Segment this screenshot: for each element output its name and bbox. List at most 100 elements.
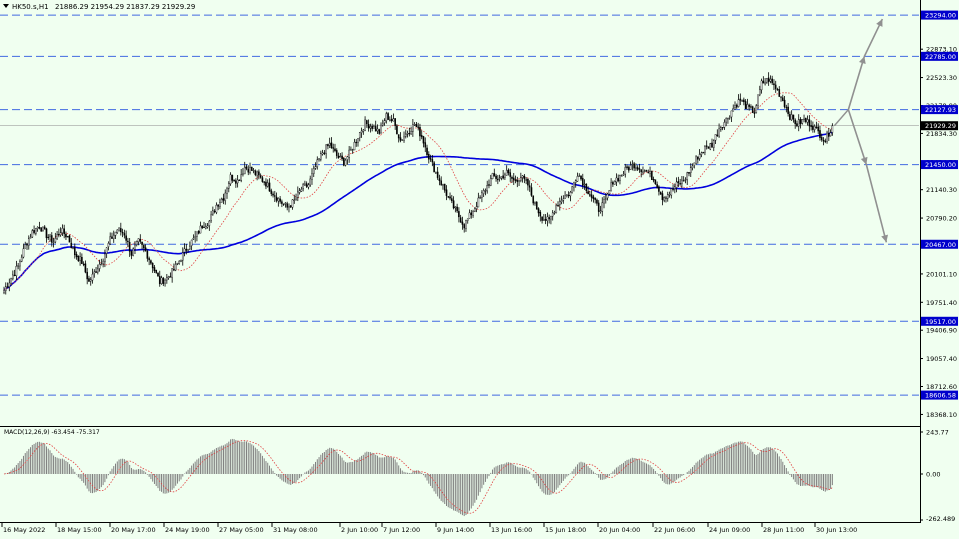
candle-body bbox=[704, 146, 706, 153]
candle-body bbox=[4, 286, 7, 291]
candle-body bbox=[718, 128, 720, 137]
time-tick-label: 20 Jun 04:00 bbox=[599, 526, 640, 534]
candle-body bbox=[504, 174, 506, 178]
candle-body bbox=[245, 166, 248, 169]
candle-body bbox=[397, 134, 400, 139]
candle-body bbox=[204, 226, 207, 229]
candle-body bbox=[54, 238, 57, 243]
level-price-badge bbox=[921, 10, 958, 20]
candle-body bbox=[612, 182, 614, 185]
candle-body bbox=[300, 188, 303, 192]
candle-body bbox=[65, 233, 67, 238]
candle-body bbox=[806, 119, 809, 123]
candle-body bbox=[394, 118, 396, 126]
candle-body bbox=[307, 184, 310, 188]
candle-body bbox=[640, 169, 642, 173]
level-price-badge bbox=[921, 390, 958, 400]
candle-body bbox=[617, 178, 619, 182]
candle-body bbox=[799, 119, 802, 125]
time-tick-label: 28 Jun 11:00 bbox=[763, 526, 804, 534]
time-axis-ticks: 16 May 2022 18 May 15:00 20 May 17:00 24 Ma… bbox=[1, 523, 857, 534]
candle-body bbox=[743, 99, 745, 103]
candle-body bbox=[231, 175, 234, 181]
candle-body bbox=[334, 148, 336, 151]
candle-body bbox=[86, 271, 88, 280]
candle-body bbox=[284, 202, 287, 205]
candle-body bbox=[440, 180, 442, 186]
candle-body bbox=[33, 230, 35, 233]
candle-body bbox=[358, 132, 361, 138]
candle-body bbox=[181, 252, 184, 261]
candle-body bbox=[320, 153, 322, 160]
candle-body bbox=[712, 140, 715, 148]
candle-body bbox=[631, 163, 634, 166]
candle-body bbox=[178, 260, 181, 264]
macd-tick-label: 0.00 bbox=[926, 471, 940, 479]
candle-body bbox=[272, 193, 274, 196]
level-labels: 23294.00 22785.00 22127.93 21450.00 20467.00… bbox=[921, 10, 958, 400]
level-price-badge bbox=[921, 316, 958, 326]
candle-body bbox=[550, 216, 552, 220]
candle-body bbox=[500, 176, 503, 179]
chart-menu-triangle-icon[interactable] bbox=[3, 4, 9, 8]
level-price-label: 20467.00 bbox=[925, 241, 956, 249]
candle-body bbox=[643, 170, 646, 172]
candle-body bbox=[606, 193, 609, 199]
candle-body bbox=[642, 171, 644, 173]
candle-body bbox=[380, 124, 382, 134]
candle-body bbox=[601, 202, 604, 212]
candle-body bbox=[254, 170, 257, 175]
candle-body bbox=[785, 106, 788, 109]
candle-body bbox=[100, 263, 103, 265]
candle-body bbox=[50, 235, 53, 243]
time-tick-label: 24 May 19:00 bbox=[165, 526, 210, 534]
candle-body bbox=[658, 186, 660, 192]
candle-body bbox=[93, 271, 96, 274]
time-tick-label: 13 Jun 16:00 bbox=[491, 526, 532, 534]
candle-body bbox=[615, 177, 618, 183]
candle-body bbox=[758, 89, 761, 96]
candle-body bbox=[297, 191, 299, 198]
candle-body bbox=[213, 210, 216, 213]
candle-body bbox=[803, 118, 805, 121]
candle-body bbox=[24, 244, 27, 249]
candle-body bbox=[486, 185, 489, 192]
price-tick-label: 19406.90 bbox=[926, 327, 957, 335]
candle-body bbox=[767, 77, 770, 83]
candle-body bbox=[116, 229, 119, 233]
projection-arrows[interactable] bbox=[833, 18, 889, 243]
candle-body bbox=[275, 196, 278, 201]
candle-body bbox=[38, 227, 41, 229]
candle-body bbox=[463, 224, 466, 229]
candle-body bbox=[374, 126, 377, 132]
candle-body bbox=[518, 180, 520, 182]
candle-body bbox=[270, 190, 273, 194]
candle-body bbox=[190, 239, 193, 246]
candle-body bbox=[335, 150, 338, 156]
candle-body bbox=[474, 208, 476, 212]
candle-body bbox=[13, 274, 16, 277]
candle-body bbox=[635, 167, 637, 169]
candle-body bbox=[383, 120, 386, 124]
candle-body bbox=[771, 78, 773, 84]
candle-body bbox=[281, 201, 283, 204]
candle-body bbox=[325, 144, 327, 154]
candle-body bbox=[224, 192, 227, 202]
candle-body bbox=[523, 175, 526, 180]
candle-body bbox=[288, 206, 290, 208]
candle-body bbox=[42, 226, 44, 231]
candle-body bbox=[562, 198, 565, 201]
candle-body bbox=[84, 263, 87, 273]
candle-body bbox=[470, 212, 473, 216]
candle-body bbox=[636, 167, 639, 170]
horizontal-levels bbox=[0, 14, 919, 396]
candle-body bbox=[569, 192, 572, 197]
candle-body bbox=[493, 173, 496, 177]
candle-body bbox=[548, 217, 550, 220]
candle-body bbox=[674, 186, 676, 190]
candle-body bbox=[638, 168, 641, 170]
candle-body bbox=[289, 205, 292, 208]
candle-body bbox=[424, 142, 427, 148]
candle-body bbox=[364, 119, 366, 131]
